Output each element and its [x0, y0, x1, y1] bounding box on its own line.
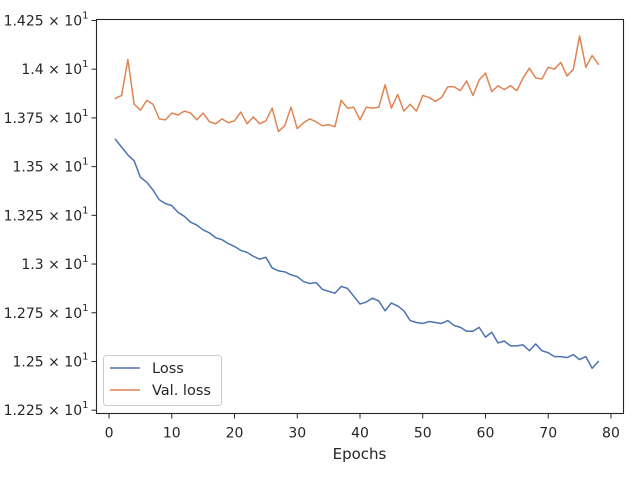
- y-tick-mantissa: 1.275: [4, 306, 44, 322]
- y-tick-times: ×: [44, 62, 65, 78]
- y-tick-mantissa: 1.375: [4, 111, 44, 127]
- x-tick-label: 60: [477, 426, 495, 442]
- y-tick-mantissa: 1.225: [4, 403, 44, 419]
- y-tick-label: 1.325 × 101: [4, 205, 89, 224]
- x-tick-label: 50: [414, 426, 432, 442]
- y-tick-base: 10: [64, 111, 82, 127]
- x-axis-label: Epochs: [333, 445, 387, 463]
- y-tick-label: 1.375 × 101: [4, 108, 89, 127]
- y-tick-exponent: 1: [82, 254, 88, 265]
- legend-label-loss: Loss: [152, 361, 184, 377]
- y-tick-label: 1.275 × 101: [4, 303, 89, 322]
- y-tick-base: 10: [64, 208, 82, 224]
- x-tick-label: 70: [539, 426, 557, 442]
- y-tick-base: 10: [64, 403, 82, 419]
- x-tick-label: 20: [226, 426, 244, 442]
- plot-frame: [95, 18, 625, 415]
- y-tick-times: ×: [44, 208, 65, 224]
- y-tick-exponent: 1: [82, 157, 88, 168]
- y-tick-base: 10: [64, 257, 82, 273]
- y-tick-base: 10: [64, 160, 82, 176]
- legend-label-val-loss: Val. loss: [152, 383, 211, 399]
- y-tick-base: 10: [64, 354, 82, 370]
- y-tick-exponent: 1: [82, 59, 88, 70]
- y-tick-mantissa: 1.35: [12, 160, 43, 176]
- y-tick-times: ×: [44, 403, 65, 419]
- y-tick-exponent: 1: [82, 205, 88, 216]
- y-tick-times: ×: [44, 257, 65, 273]
- y-tick-base: 10: [64, 13, 82, 29]
- y-tick-times: ×: [44, 13, 65, 29]
- y-tick-times: ×: [44, 111, 65, 127]
- y-tick-label: 1.225 × 101: [4, 400, 89, 419]
- x-tick-label: 10: [163, 426, 181, 442]
- x-tick-label: 40: [351, 426, 369, 442]
- y-tick-mantissa: 1.3: [21, 257, 43, 273]
- y-tick-label: 1.425 × 101: [4, 10, 89, 29]
- y-tick-label: 1.3 × 101: [21, 254, 88, 273]
- y-tick-exponent: 1: [82, 351, 88, 362]
- y-tick-times: ×: [44, 160, 65, 176]
- y-tick-exponent: 1: [82, 400, 88, 411]
- x-tick-label: 80: [602, 426, 620, 442]
- plot-series: [114, 35, 600, 370]
- y-tick-label: 1.4 × 101: [21, 59, 88, 78]
- x-tick-label: 0: [105, 426, 114, 442]
- x-axis-ticks: 0 10 20 30 40 50 60 70 80: [105, 413, 620, 442]
- y-tick-base: 10: [64, 62, 82, 78]
- y-tick-times: ×: [44, 354, 65, 370]
- y-tick-mantissa: 1.425: [4, 13, 44, 29]
- y-tick-mantissa: 1.4: [21, 62, 43, 78]
- y-tick-label: 1.25 × 101: [12, 351, 88, 370]
- legend: Loss Val. loss: [103, 355, 222, 406]
- y-tick-times: ×: [44, 306, 65, 322]
- y-tick-exponent: 1: [82, 10, 88, 21]
- y-tick-exponent: 1: [82, 303, 88, 314]
- y-tick-exponent: 1: [82, 108, 88, 119]
- series-line-val-loss: [114, 35, 600, 133]
- series-line-loss: [114, 138, 600, 370]
- y-tick-label: 1.35 × 101: [12, 157, 88, 176]
- x-tick-label: 30: [288, 426, 306, 442]
- y-tick-mantissa: 1.25: [12, 354, 43, 370]
- y-tick-base: 10: [64, 306, 82, 322]
- y-tick-mantissa: 1.325: [4, 208, 44, 224]
